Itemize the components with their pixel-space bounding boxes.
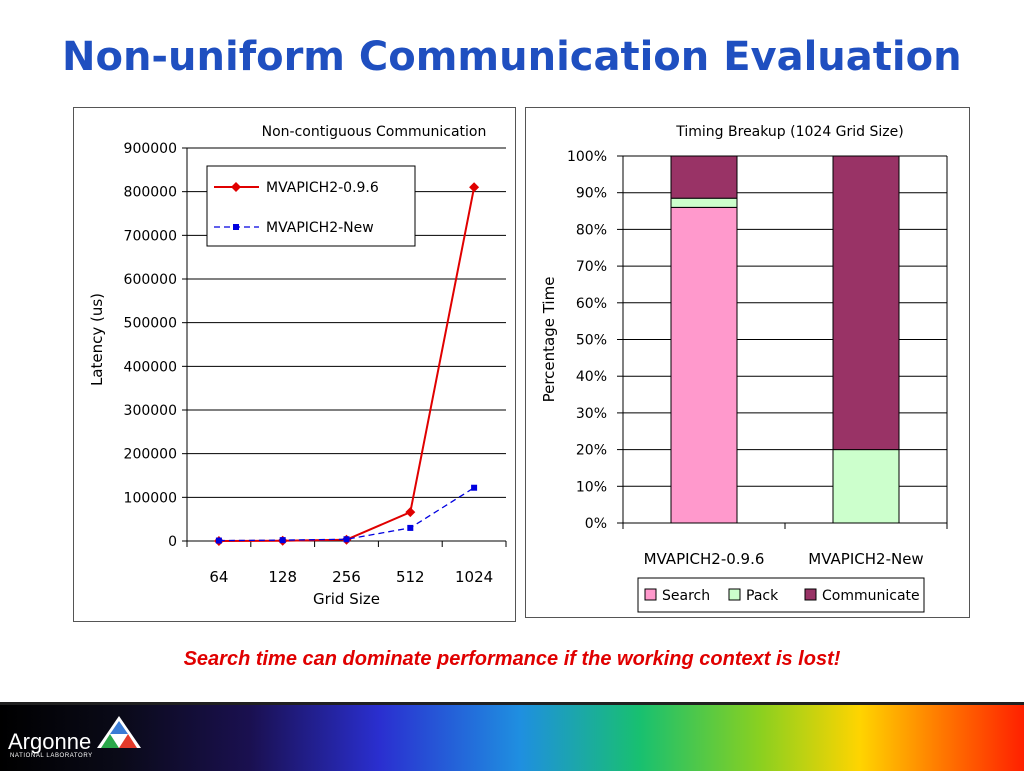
y-axis-label: Latency (us) bbox=[88, 293, 106, 386]
logo-subtext: NATIONAL LABORATORY bbox=[10, 753, 93, 759]
y-tick-label: 50% bbox=[576, 333, 607, 349]
y-tick-label: 80% bbox=[576, 222, 607, 238]
legend-marker-diamond bbox=[231, 182, 241, 192]
legend-label: Search bbox=[662, 588, 710, 604]
footer-banner: Argonne NATIONAL LABORATORY bbox=[0, 702, 1024, 771]
argonne-logo: Argonne NATIONAL LABORATORY bbox=[8, 715, 148, 765]
y-tick-label: 200000 bbox=[124, 447, 177, 463]
legend-swatch-pack bbox=[728, 588, 741, 601]
legend-marker-square bbox=[233, 224, 239, 230]
y-tick-label: 100000 bbox=[124, 490, 177, 506]
y-tick-label: 90% bbox=[576, 186, 607, 202]
y-tick-label: 40% bbox=[576, 369, 607, 385]
bar-segment-search bbox=[670, 206, 738, 524]
y-tick-label: 600000 bbox=[124, 272, 177, 288]
y-tick-label: 30% bbox=[576, 406, 607, 422]
x-axis-label: Grid Size bbox=[313, 590, 380, 608]
x-tick-label: 256 bbox=[332, 568, 361, 586]
legend-label: Communicate bbox=[822, 588, 920, 604]
y-tick-label: 800000 bbox=[124, 185, 177, 201]
data-point-diamond bbox=[469, 182, 480, 193]
y-tick-label: 300000 bbox=[124, 403, 177, 419]
x-tick-label: MVAPICH2-0.9.6 bbox=[644, 550, 765, 568]
latency-line-chart: Non-contiguous Communication 0 100000 20000… bbox=[73, 107, 516, 622]
data-point-square bbox=[215, 537, 222, 544]
y-tick-label: 900000 bbox=[124, 141, 177, 157]
y-tick-label: 100% bbox=[567, 149, 607, 165]
y-tick-label: 500000 bbox=[124, 316, 177, 332]
y-tick-label: 60% bbox=[576, 296, 607, 312]
data-point-square bbox=[343, 536, 350, 543]
legend-swatch-communicate bbox=[804, 588, 817, 601]
legend-box bbox=[637, 577, 925, 613]
latency-chart-svg: Non-contiguous Communication 0 100000 20000… bbox=[88, 124, 507, 608]
chart-title: Timing Breakup (1024 Grid Size) bbox=[675, 124, 903, 140]
series-line-2 bbox=[218, 487, 475, 542]
y-tick-label: 10% bbox=[576, 479, 607, 495]
data-point-square bbox=[407, 524, 414, 531]
timing-breakup-bar-chart: Timing Breakup (1024 Grid Size) 0% 10% 20% 3… bbox=[525, 107, 970, 618]
chart-title: Non-contiguous Communication bbox=[262, 124, 487, 140]
legend-box bbox=[206, 165, 416, 247]
x-tick-label: 512 bbox=[396, 568, 425, 586]
y-tick-label: 70% bbox=[576, 259, 607, 275]
argonne-triangle-icon bbox=[97, 716, 141, 748]
data-point-square bbox=[279, 537, 286, 544]
y-tick-label: 0% bbox=[585, 516, 607, 532]
y-tick-label: 700000 bbox=[124, 228, 177, 244]
x-tick-label: MVAPICH2-New bbox=[808, 550, 923, 568]
y-axis-label: Percentage Time bbox=[540, 277, 558, 403]
bar-segment-communicate bbox=[670, 155, 738, 199]
y-tick-label: 20% bbox=[576, 443, 607, 459]
slide-title: Non-uniform Communication Evaluation bbox=[62, 34, 962, 80]
data-point-square bbox=[471, 484, 478, 491]
x-tick-label: 1024 bbox=[455, 568, 493, 586]
y-tick-label: 0 bbox=[168, 534, 177, 550]
timing-chart-svg: Timing Breakup (1024 Grid Size) 0% 10% 20% 3… bbox=[540, 124, 948, 613]
legend-label: Pack bbox=[746, 588, 779, 604]
x-tick-label: 64 bbox=[209, 568, 228, 586]
y-tick-label: 400000 bbox=[124, 359, 177, 375]
bar-segment-pack bbox=[670, 197, 738, 208]
logo-text: Argonne bbox=[8, 729, 92, 754]
bar-segment-pack bbox=[832, 449, 900, 524]
legend-label: MVAPICH2-New bbox=[266, 220, 374, 236]
data-point-diamond bbox=[405, 507, 416, 518]
legend-label: MVAPICH2-0.9.6 bbox=[266, 180, 379, 196]
slide-caption: Search time can dominate performance if … bbox=[183, 648, 841, 670]
x-tick-label: 128 bbox=[268, 568, 297, 586]
legend-swatch-search bbox=[644, 588, 657, 601]
bar-segment-communicate bbox=[832, 155, 900, 451]
